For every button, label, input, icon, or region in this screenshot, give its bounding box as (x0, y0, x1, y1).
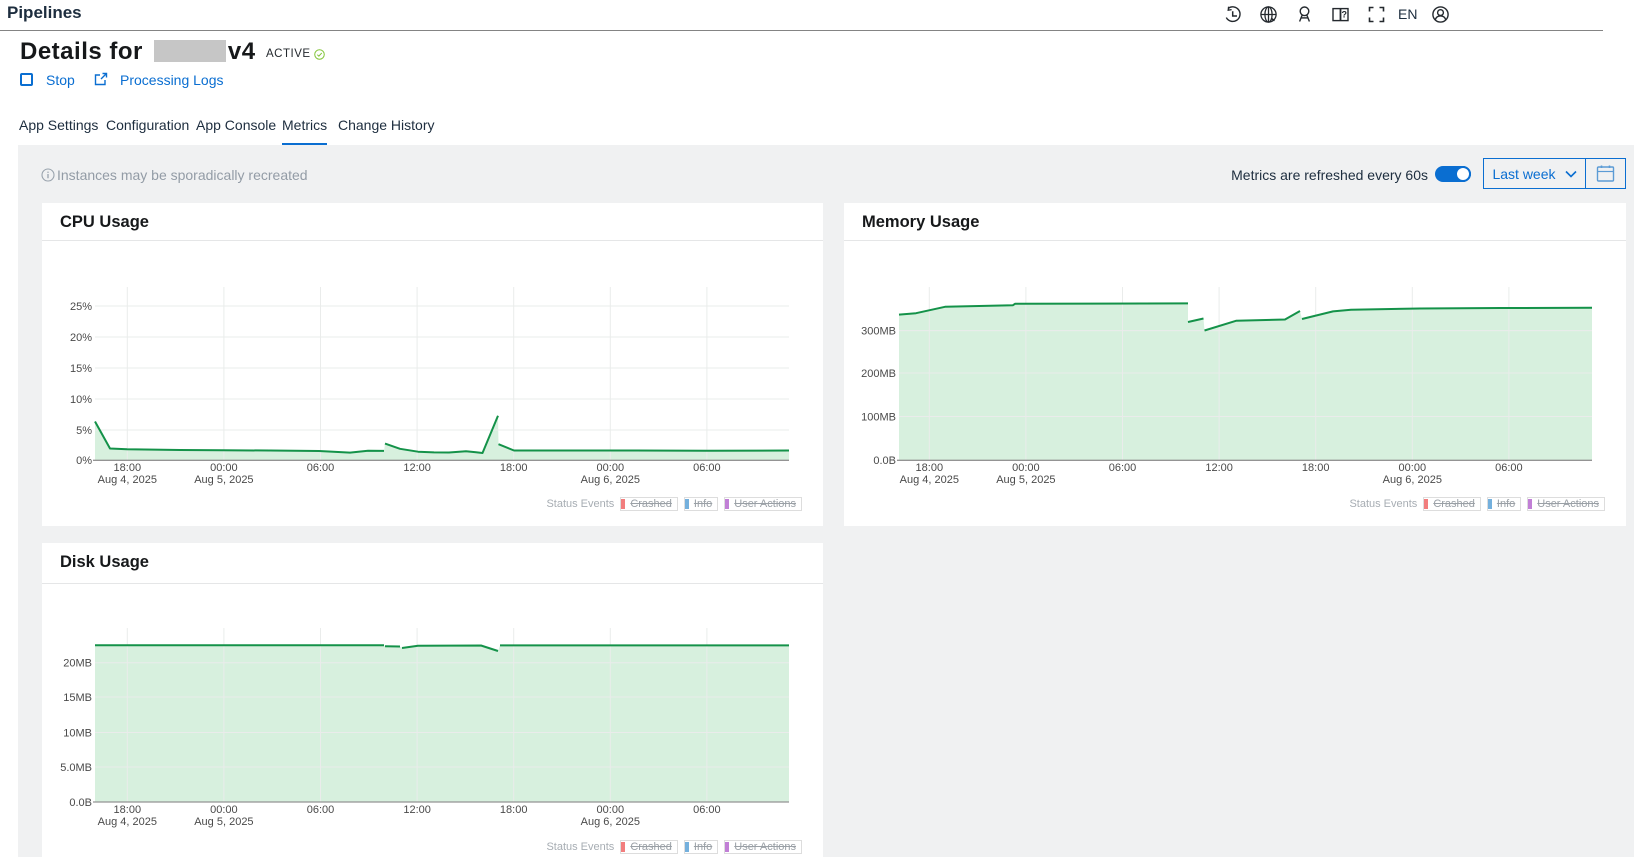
svg-text:300MB: 300MB (861, 326, 896, 338)
svg-text:20MB: 20MB (63, 658, 92, 670)
svg-text:15%: 15% (70, 363, 92, 375)
svg-text:0.0B: 0.0B (69, 797, 92, 809)
svg-text:06:00: 06:00 (1495, 462, 1523, 474)
svg-text:18:00: 18:00 (916, 462, 944, 474)
svg-text:Aug 4, 2025: Aug 4, 2025 (900, 474, 959, 486)
svg-text:Aug 6, 2025: Aug 6, 2025 (1383, 474, 1442, 486)
svg-text:06:00: 06:00 (1109, 462, 1137, 474)
svg-text:00:00: 00:00 (1399, 462, 1427, 474)
svg-text:06:00: 06:00 (693, 804, 721, 816)
svg-text:12:00: 12:00 (403, 462, 431, 474)
svg-text:06:00: 06:00 (307, 804, 335, 816)
svg-text:10MB: 10MB (63, 728, 92, 740)
svg-text:18:00: 18:00 (114, 462, 142, 474)
svg-text:00:00: 00:00 (210, 462, 238, 474)
svg-text:200MB: 200MB (861, 368, 896, 380)
svg-text:Aug 5, 2025: Aug 5, 2025 (194, 816, 253, 828)
svg-text:15MB: 15MB (63, 692, 92, 704)
svg-text:00:00: 00:00 (210, 804, 238, 816)
svg-text:100MB: 100MB (861, 412, 896, 424)
svg-text:Aug 4, 2025: Aug 4, 2025 (98, 474, 157, 486)
svg-text:18:00: 18:00 (500, 462, 528, 474)
svg-text:18:00: 18:00 (114, 804, 142, 816)
svg-text:25%: 25% (70, 301, 92, 313)
svg-text:Aug 5, 2025: Aug 5, 2025 (194, 474, 253, 486)
svg-text:?: ? (1341, 10, 1347, 20)
svg-text:5%: 5% (76, 425, 92, 437)
svg-text:12:00: 12:00 (403, 804, 431, 816)
svg-text:06:00: 06:00 (693, 462, 721, 474)
svg-text:06:00: 06:00 (307, 462, 335, 474)
svg-text:Aug 6, 2025: Aug 6, 2025 (581, 474, 640, 486)
svg-text:0.0B: 0.0B (873, 455, 896, 467)
svg-text:Aug 6, 2025: Aug 6, 2025 (581, 816, 640, 828)
svg-text:Aug 5, 2025: Aug 5, 2025 (996, 474, 1055, 486)
svg-text:00:00: 00:00 (1012, 462, 1040, 474)
svg-text:00:00: 00:00 (597, 804, 625, 816)
svg-text:10%: 10% (70, 394, 92, 406)
svg-text:18:00: 18:00 (1302, 462, 1330, 474)
svg-text:5.0MB: 5.0MB (60, 762, 92, 774)
svg-text:18:00: 18:00 (500, 804, 528, 816)
svg-text:12:00: 12:00 (1205, 462, 1233, 474)
svg-text:20%: 20% (70, 332, 92, 344)
svg-text:0%: 0% (76, 455, 92, 467)
svg-text:00:00: 00:00 (597, 462, 625, 474)
svg-text:Aug 4, 2025: Aug 4, 2025 (98, 816, 157, 828)
